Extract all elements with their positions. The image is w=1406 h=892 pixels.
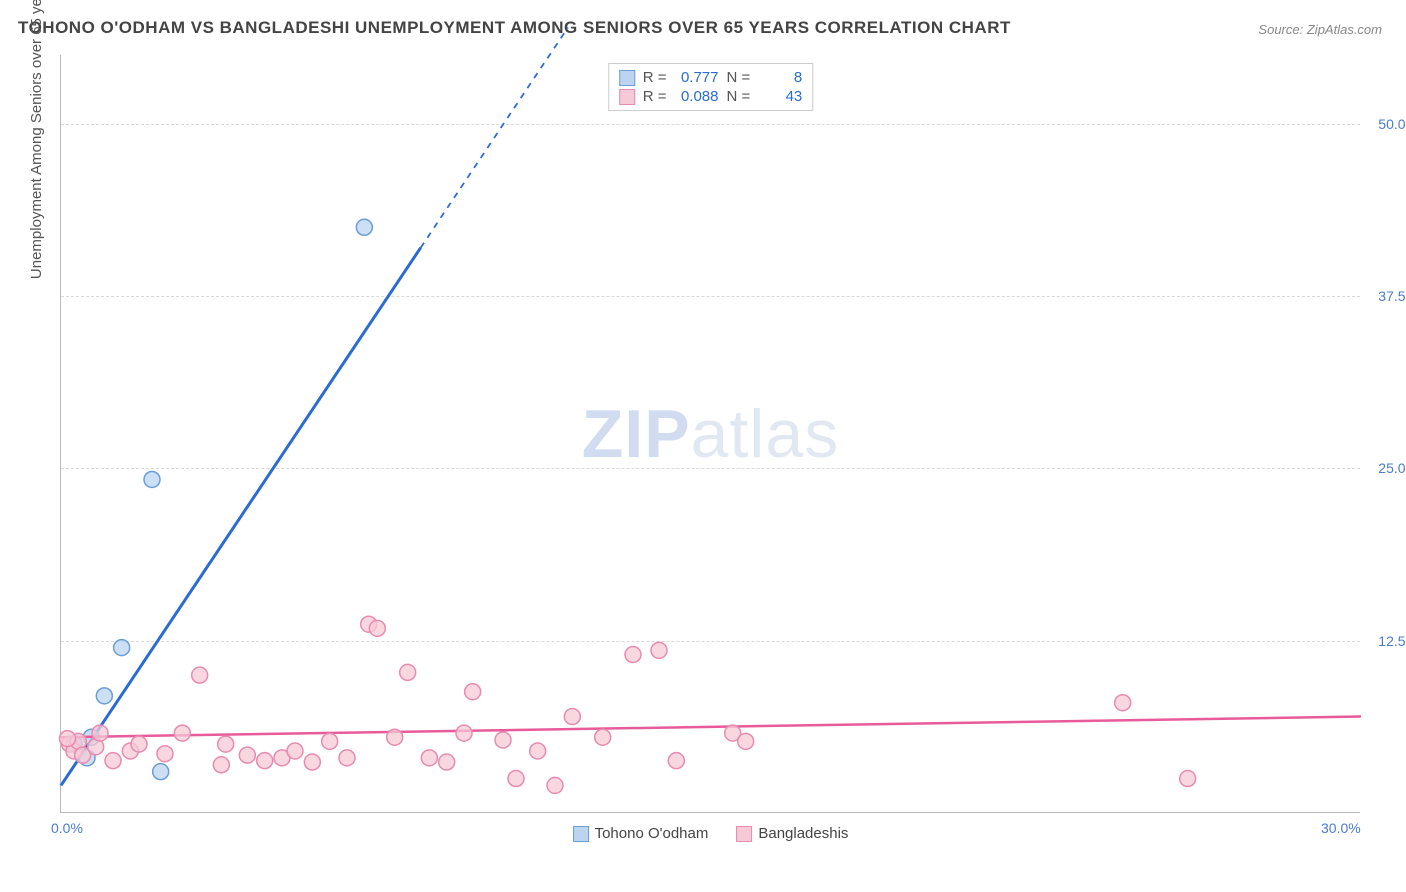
legend-label-0: Tohono O'odham <box>595 825 709 842</box>
n-label-0: N = <box>727 69 751 86</box>
stats-box: R = 0.777 N = 8 R = 0.088 N = 43 <box>608 63 814 111</box>
plot-svg <box>61 55 1360 812</box>
swatch-series-1 <box>619 89 635 105</box>
swatch-series-0 <box>619 70 635 86</box>
chart-title: TOHONO O'ODHAM VS BANGLADESHI UNEMPLOYME… <box>18 18 1011 38</box>
y-tick-label: 37.5% <box>1378 288 1406 304</box>
source-label: Source: <box>1258 22 1303 37</box>
y-tick-label: 25.0% <box>1378 460 1406 476</box>
r-label-1: R = <box>643 88 667 105</box>
source-attribution: Source: ZipAtlas.com <box>1258 22 1382 37</box>
stats-row-series-0: R = 0.777 N = 8 <box>619 68 803 87</box>
r-label-0: R = <box>643 69 667 86</box>
legend-item-0: Tohono O'odham <box>573 825 709 842</box>
n-value-0: 8 <box>758 69 802 86</box>
x-tick-label: 0.0% <box>51 820 83 836</box>
y-tick-label: 50.0% <box>1378 116 1406 132</box>
correlation-chart: TOHONO O'ODHAM VS BANGLADESHI UNEMPLOYME… <box>0 0 1406 892</box>
legend-swatch-1 <box>736 826 752 842</box>
stats-row-series-1: R = 0.088 N = 43 <box>619 87 803 106</box>
legend-bottom: Tohono O'odham Bangladeshis <box>573 825 849 842</box>
y-tick-label: 12.5% <box>1378 633 1406 649</box>
x-tick-label: 30.0% <box>1321 820 1361 836</box>
plot-area: ZIPatlas R = 0.777 N = 8 R = 0.088 N = 4… <box>60 55 1360 813</box>
r-value-1: 0.088 <box>675 88 719 105</box>
legend-swatch-0 <box>573 826 589 842</box>
y-axis-label: Unemployment Among Seniors over 65 years <box>28 0 45 279</box>
n-label-1: N = <box>727 88 751 105</box>
n-value-1: 43 <box>758 88 802 105</box>
legend-label-1: Bangladeshis <box>758 825 848 842</box>
r-value-0: 0.777 <box>675 69 719 86</box>
source-name: ZipAtlas.com <box>1307 22 1382 37</box>
legend-item-1: Bangladeshis <box>736 825 848 842</box>
